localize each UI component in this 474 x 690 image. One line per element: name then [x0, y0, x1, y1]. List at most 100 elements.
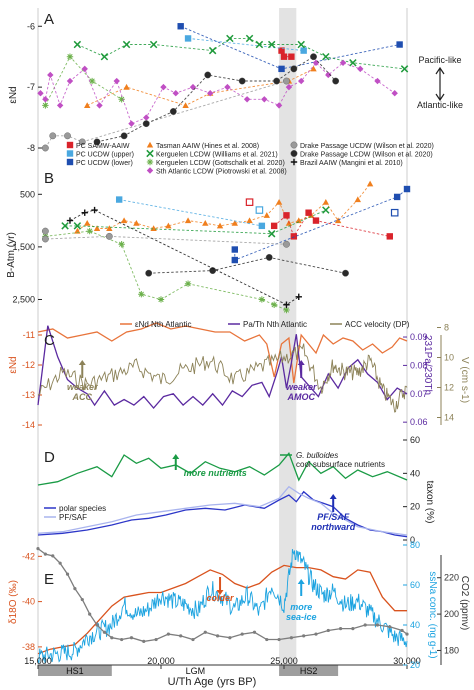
legend-marker [290, 158, 298, 166]
point-e-co2 [166, 632, 170, 636]
point-a-kerguelen-lcdw-williams-et-al-2021- [73, 40, 82, 49]
point-a-tasman-aaiw-hines-et-al-2008- [84, 102, 91, 108]
e-left-label: δ18O (‰) [8, 580, 19, 624]
point-a-tasman-aaiw-hines-et-al-2008- [182, 102, 189, 108]
legend-label-d: PF/SAF [59, 513, 87, 522]
y-tick-label: 40 [410, 620, 420, 630]
point-e-co2 [73, 587, 77, 591]
series-line-b-drake-passage-lcdw [148, 256, 346, 274]
y-tick-label: -11 [23, 330, 35, 340]
point-b-brazil-aaiw [91, 206, 98, 214]
hs2-shading [279, 8, 297, 665]
point-b-pc-ucdw-lower- [393, 193, 401, 201]
point-a-drake-passage-ucdw-wilson-et-al-2020- [64, 132, 71, 140]
point-a-kerguelen-lcdw-williams-et-al-2021- [255, 40, 264, 49]
y-tick-label: 0 [410, 535, 415, 545]
point-b-tasman-aaiw [263, 212, 270, 218]
point-e-co2 [203, 630, 207, 634]
y-tick-label: -40 [22, 597, 35, 607]
point-a-sth-atlantic-lcdw-piotrowski-et-al-2008- [298, 77, 305, 85]
point-a-sth-atlantic-lcdw-piotrowski-et-al-2008- [275, 102, 283, 109]
axes-layer [37, 8, 442, 669]
y-tick-label: -8 [27, 143, 35, 153]
y-tick-label: -6 [27, 21, 35, 31]
annotation-c: weaker [286, 382, 317, 392]
annotation-d: northward [311, 522, 356, 532]
y-tick-label: -38 [22, 642, 35, 652]
point-a-sth-atlantic-lcdw-piotrowski-et-al-2008- [207, 90, 214, 97]
interval-label-lgm: LGM [186, 666, 206, 676]
e-right2-label: CO2 (ppmv) [459, 576, 470, 630]
y-tick-label: -13 [22, 390, 35, 400]
point-a-kerguelen-lcdw-williams-et-al-2021- [322, 52, 330, 61]
y-tick-label: 2,500 [12, 294, 35, 304]
point-a-kerguelen-lcdw-williams-et-al-2021- [245, 34, 254, 43]
annotation-e: more [290, 602, 312, 612]
point-b-drake-passage-ucdw [283, 240, 290, 248]
point-a-pc-ucdw-upper- [300, 47, 307, 54]
a-double-arrow [435, 66, 445, 102]
annotation-e: sea-ice [286, 612, 317, 622]
point-b-pc-ucdw-upper-open- [255, 206, 264, 214]
panel-letter-e: E [44, 571, 54, 588]
point-b-tasman-aaiw [334, 217, 342, 224]
point-b-pc-samw-aaiw-open- [245, 198, 254, 206]
point-e-co2 [326, 628, 330, 633]
series-line-b-brazil-aaiw [69, 209, 300, 306]
point-a-sth-atlantic-lcdw-piotrowski-et-al-2008- [47, 71, 54, 79]
point-b-pc-ucdw-lower-open- [390, 208, 399, 217]
point-b-brazil-aaiw [295, 293, 302, 301]
legend-label-c: ACC velocity (DP) [345, 320, 410, 329]
point-a-drake-passage-ucdw-wilson-et-al-2020- [78, 138, 86, 146]
legend-marker [290, 150, 298, 157]
point-b-tasman-aaiw [275, 198, 283, 205]
point-b-kerguelen-lcdw-gottschalk- [157, 296, 165, 303]
y-tick-label: 0.08 [410, 360, 428, 370]
point-b-pc-ucdw-upper- [115, 196, 123, 203]
point-a-drake-passage-lcdw-wilson-et-al-2020- [169, 108, 177, 115]
point-b-drake-passage-lcdw [265, 254, 273, 261]
text-layer: A B C D E εNd Pacific-like Atlantic-like… [6, 11, 470, 688]
annotation-arrowhead-e [297, 579, 305, 584]
point-e-co2 [51, 554, 55, 558]
point-b-kerguelen-lcdw-gottschalk- [184, 280, 192, 287]
point-e-co2 [215, 634, 220, 638]
point-b-pc-samw-aaiw [305, 209, 312, 216]
point-a-sth-atlantic-lcdw-piotrowski-et-al-2008- [96, 102, 103, 109]
series-line-b-kerguelen-lcdw-williams- [65, 209, 326, 235]
legend-layer: PC SAMW-AAIW PC UCDW (upper)PC UCDW (lowe… [44, 141, 434, 522]
point-b-drake-passage-lcdw [209, 267, 217, 274]
y-tick-label: 60 [410, 580, 420, 590]
series-line-b-pc-ucdw-lower- [234, 188, 408, 261]
point-e-co2 [179, 634, 183, 638]
point-e-co2 [43, 552, 47, 556]
point-b-drake-passage-ucdw [41, 227, 49, 235]
point-a-drake-passage-lcdw-wilson-et-al-2020- [238, 77, 246, 85]
point-a-kerguelen-lcdw-williams-et-al-2021- [149, 40, 158, 49]
point-e-co2 [129, 636, 134, 640]
legend-label: Brazil AAIW (Mangini et al. 2010) [300, 160, 403, 167]
point-a-sth-atlantic-lcdw-piotrowski-et-al-2008- [374, 77, 381, 85]
point-b-pc-samw-aaiw [312, 217, 320, 224]
interval-bar-hs1 [38, 665, 112, 676]
point-a-kerguelen-lcdw-gottschalk-et-al-2020- [118, 96, 125, 103]
point-a-drake-passage-lcdw-wilson-et-al-2020- [142, 120, 150, 128]
annotation-arrowhead-c [78, 360, 86, 365]
panel-letter-d: D [44, 449, 55, 466]
legend-marker [290, 141, 298, 149]
point-b-drake-passage-ucdw [41, 235, 49, 243]
a-atlantic-label: Atlantic-like [417, 100, 463, 110]
point-a-sth-atlantic-lcdw-piotrowski-et-al-2008- [189, 83, 197, 91]
point-e-co2 [265, 637, 269, 642]
legend-marker [146, 158, 154, 166]
y-tick-label: 0.07 [410, 389, 428, 399]
point-a-sth-atlantic-lcdw-piotrowski-et-al-2008- [391, 90, 398, 97]
point-b-kerguelen-lcdw-williams- [267, 230, 276, 238]
point-e-co2 [252, 630, 257, 634]
legend-label: Drake Passage UCDW (Wilson et al. 2020) [300, 143, 434, 150]
panel-letter-b: B [44, 170, 54, 187]
series-line-c-pa-th-nth-atlantic [37, 325, 408, 409]
annotation-arrowhead-e [216, 590, 224, 595]
e-right1-label: ssNa conc. (ng g-1) [427, 571, 438, 658]
